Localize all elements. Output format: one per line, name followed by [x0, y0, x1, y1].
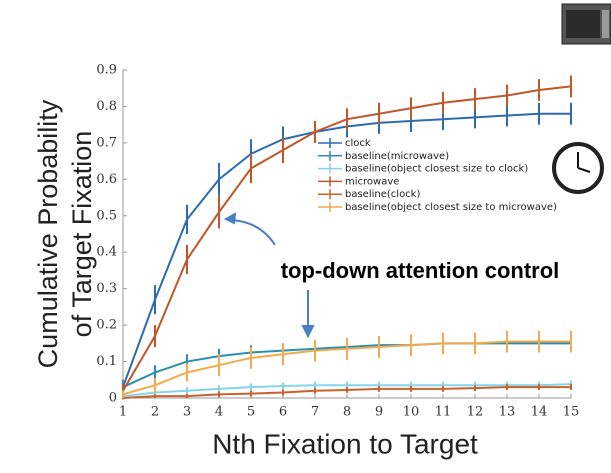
- y-tick-label: 0.4: [96, 245, 117, 260]
- x-tick-label: 12: [467, 405, 484, 420]
- x-tick-label: 4: [215, 405, 223, 420]
- x-axis-label: Nth Fixation to Target: [212, 428, 478, 459]
- x-tick-label: 5: [247, 405, 255, 420]
- arrows: [223, 212, 315, 339]
- legend-label: clock: [345, 138, 371, 149]
- legend-label: microwave: [345, 176, 399, 187]
- x-tick-label: 3: [183, 405, 191, 420]
- x-tick-label: 1: [119, 405, 127, 420]
- legend-label: baseline(microwave): [345, 151, 449, 162]
- y-tick-label: 0.1: [96, 354, 117, 369]
- clock-icon: [552, 142, 604, 194]
- y-axis-label: of Target Fixation: [67, 131, 97, 338]
- y-tick-label: 0.5: [96, 208, 117, 223]
- x-tick-label: 2: [151, 405, 159, 420]
- y-tick-label: 0.3: [96, 281, 117, 296]
- legend-label: baseline(clock): [345, 189, 420, 200]
- y-tick-label: 0: [109, 391, 117, 406]
- y-tick-label: 0.2: [96, 318, 117, 333]
- microwave-icon: [561, 3, 611, 45]
- x-tick-label: 8: [343, 405, 351, 420]
- y-tick-label: 0.7: [96, 135, 117, 150]
- x-tick-label: 9: [375, 405, 383, 420]
- x-tick-label: 11: [435, 405, 452, 420]
- legend-label: baseline(object closest size to clock): [345, 164, 528, 175]
- x-tick-label: 10: [403, 405, 420, 420]
- y-axis-label: Cumulative Probability: [33, 99, 63, 368]
- x-tick-label: 13: [499, 405, 516, 420]
- annotation: top-down attention control: [281, 258, 560, 283]
- legend-label: baseline(object closest size to microwav…: [345, 202, 557, 213]
- x-tick-label: 14: [531, 405, 548, 420]
- x-tick-label: 7: [311, 405, 319, 420]
- y-tick-label: 0.6: [96, 172, 117, 187]
- y-tick-label: 0.9: [96, 63, 117, 78]
- x-tick-label: 15: [563, 405, 580, 420]
- x-tick-label: 6: [279, 405, 287, 420]
- y-tick-label: 0.8: [96, 99, 117, 114]
